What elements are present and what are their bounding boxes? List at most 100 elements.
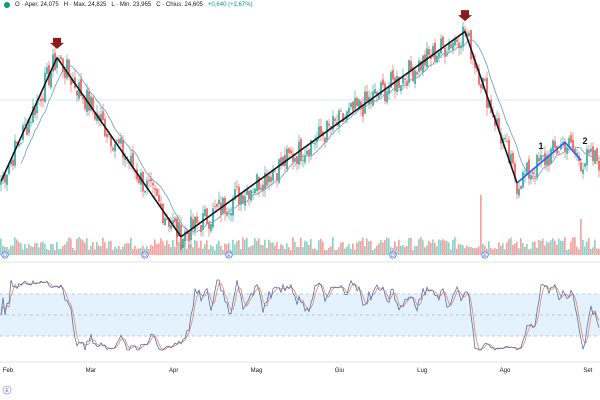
- volume-bar: [126, 243, 128, 255]
- candle-body: [166, 219, 168, 221]
- volume-bar: [334, 250, 336, 255]
- bottom-badge-label: E: [5, 388, 9, 394]
- event-marker-circle: [481, 251, 489, 259]
- volume-bar: [266, 247, 268, 255]
- volume-bar: [402, 245, 404, 255]
- candle-body: [406, 80, 408, 86]
- candle-body: [88, 91, 90, 111]
- candle-body: [432, 46, 434, 57]
- volume-bar: [364, 246, 366, 255]
- volume-bar: [596, 248, 598, 255]
- volume-bar: [576, 246, 578, 255]
- volume-bar: [100, 246, 102, 255]
- candle-body: [552, 140, 554, 151]
- candle-body: [314, 143, 316, 145]
- bottom-badge-circle: [2, 385, 12, 395]
- volume-bar: [512, 244, 514, 255]
- candle-body: [164, 218, 166, 226]
- candle-body: [200, 225, 202, 233]
- volume-bar: [344, 248, 346, 255]
- volume-bar: [130, 237, 132, 255]
- volume-bar: [450, 249, 452, 255]
- candle-body: [396, 76, 398, 92]
- candle-body: [324, 137, 326, 143]
- volume-bar: [590, 248, 592, 255]
- candle-body: [194, 216, 196, 232]
- volume-bar: [574, 237, 576, 255]
- candle-body: [232, 198, 234, 216]
- candle-body: [190, 216, 192, 241]
- candle-body: [410, 61, 412, 71]
- candle-body: [590, 148, 592, 152]
- volume-bar: [26, 248, 28, 255]
- volume-bar: [486, 248, 488, 255]
- volume-bar: [88, 249, 90, 255]
- volume-bar: [258, 238, 260, 255]
- candle-body: [392, 70, 394, 80]
- volume-bar: [484, 245, 486, 255]
- candle-body: [528, 159, 530, 179]
- candle-body: [162, 203, 164, 224]
- candle-body: [428, 49, 430, 55]
- candle-body: [174, 218, 176, 222]
- volume-bar: [454, 237, 456, 255]
- candle-body: [466, 33, 468, 36]
- volume-bar: [406, 246, 408, 255]
- volume-bar: [4, 246, 6, 255]
- candle-body: [210, 224, 212, 232]
- candle-body: [278, 159, 280, 183]
- volume-bar: [46, 248, 48, 255]
- volume-bar: [254, 238, 256, 255]
- volume-bar: [370, 240, 372, 255]
- volume-bar: [154, 239, 156, 255]
- volume-bar: [234, 244, 236, 255]
- candle-body: [12, 159, 14, 166]
- candle-body: [124, 157, 126, 161]
- event-marker-label: E: [483, 253, 487, 259]
- volume-bar: [582, 239, 584, 255]
- candle-body: [564, 141, 566, 153]
- volume-bar: [324, 250, 326, 255]
- candle-body: [148, 180, 150, 182]
- zigzag-segment: [56, 57, 182, 238]
- volume-bar: [292, 237, 294, 255]
- volume-bar: [296, 246, 298, 255]
- volume-bar: [354, 249, 356, 255]
- volume-bar: [502, 243, 504, 255]
- candle-body: [68, 59, 70, 77]
- candle-body: [60, 56, 62, 59]
- volume-bar: [238, 240, 240, 255]
- volume-bar: [550, 240, 552, 255]
- volume-bar: [160, 238, 162, 255]
- candle-body: [204, 209, 206, 217]
- candle-body: [594, 150, 596, 164]
- volume-bar: [18, 242, 20, 255]
- volume-bar: [32, 246, 34, 255]
- x-axis-tick-label: Feb: [3, 368, 14, 374]
- volume-bar: [348, 243, 350, 255]
- volume-bar: [186, 248, 188, 255]
- candle-body: [526, 162, 528, 176]
- volume-bar: [326, 249, 328, 255]
- volume-bar: [166, 240, 168, 255]
- candle-body: [112, 148, 114, 151]
- zigzag-segment: [464, 31, 518, 184]
- volume-bar: [530, 248, 532, 255]
- volume-bar: [240, 249, 242, 255]
- candle-body: [470, 30, 472, 60]
- volume-bar: [218, 240, 220, 255]
- candle-body: [226, 212, 228, 216]
- volume-bar: [548, 242, 550, 255]
- volume-bar: [152, 246, 154, 255]
- candle-body: [318, 126, 320, 137]
- x-axis-tick-label: Mar: [86, 368, 96, 374]
- candle-body: [496, 118, 498, 126]
- candle-body: [24, 124, 26, 126]
- volume-bar: [564, 237, 566, 255]
- volume-bar: [158, 243, 160, 255]
- volume-bar: [570, 241, 572, 255]
- candle-body: [270, 176, 272, 182]
- volume-bar: [54, 250, 56, 255]
- candle-body: [400, 85, 402, 92]
